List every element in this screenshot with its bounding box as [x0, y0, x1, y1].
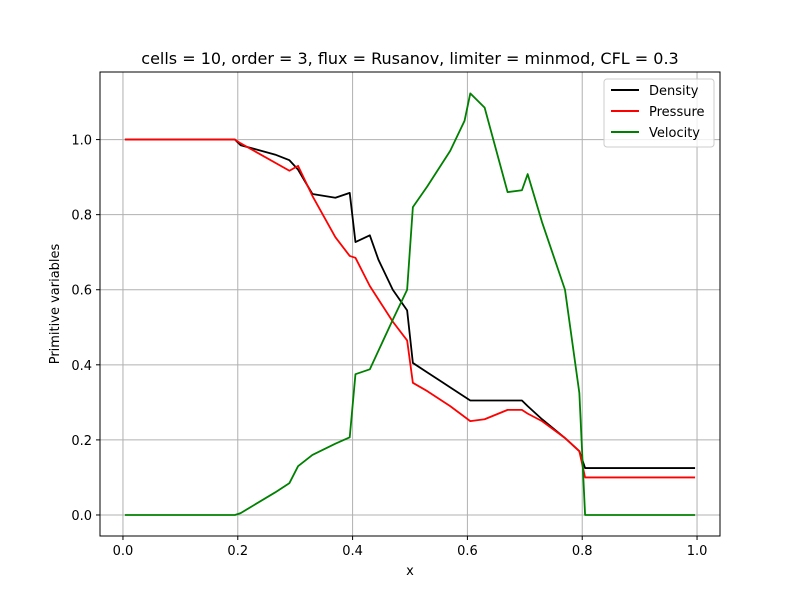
x-tick-label: 0.2: [227, 544, 248, 559]
x-tick-label: 1.0: [687, 544, 708, 559]
chart-title: cells = 10, order = 3, flux = Rusanov, l…: [141, 49, 678, 68]
legend-label-pressure: Pressure: [649, 105, 705, 120]
legend-box: [603, 78, 715, 148]
legend-label-density: Density: [649, 84, 699, 99]
x-tick-label: 0.4: [342, 544, 363, 559]
y-tick-label: 0.8: [71, 209, 92, 224]
x-tick-label: 0.6: [457, 544, 478, 559]
legend: Density Pressure Velocity: [603, 78, 715, 148]
x-tick-label: 0.0: [113, 544, 134, 559]
series-line-pressure: [124, 138, 696, 479]
plot-frame: [99, 71, 721, 537]
series-line-density: [124, 138, 696, 469]
series-line-velocity: [124, 92, 696, 516]
grid-lines: [100, 72, 720, 536]
y-tick-label: 0.2: [71, 434, 92, 449]
y-axis: 0.0 0.2 0.4 0.6 0.8 1.0: [71, 134, 100, 524]
series-layer: [124, 92, 696, 516]
x-tick-label: 0.8: [572, 544, 593, 559]
y-axis-label: Primitive variables: [48, 243, 63, 364]
y-tick-label: 0.6: [71, 284, 92, 299]
y-tick-label: 0.4: [71, 359, 92, 374]
y-tick-label: 0.0: [71, 509, 92, 524]
legend-label-velocity: Velocity: [649, 126, 700, 141]
y-tick-label: 1.0: [71, 134, 92, 149]
x-axis: 0.0 0.2 0.4 0.6 0.8 1.0: [113, 536, 708, 559]
x-axis-label: x: [406, 564, 414, 579]
